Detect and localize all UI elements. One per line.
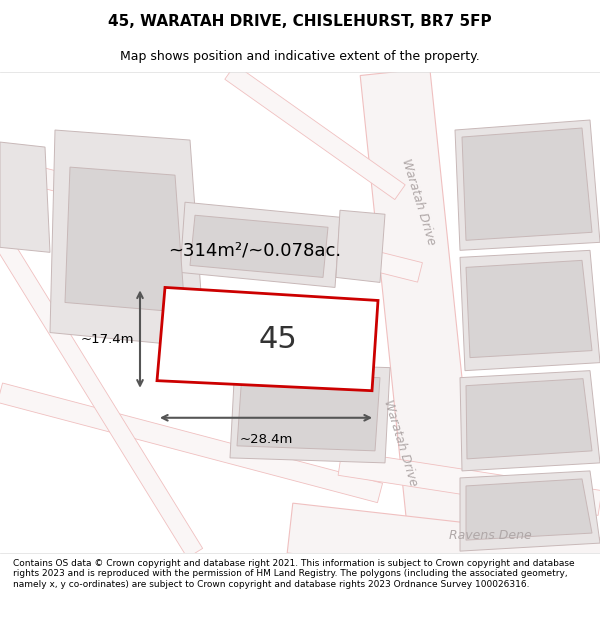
Text: Map shows position and indicative extent of the property.: Map shows position and indicative extent… <box>120 49 480 62</box>
Polygon shape <box>157 288 378 391</box>
Polygon shape <box>230 362 390 463</box>
Polygon shape <box>462 128 592 240</box>
Polygon shape <box>190 215 328 278</box>
Polygon shape <box>0 158 422 282</box>
Polygon shape <box>225 64 405 199</box>
Polygon shape <box>180 202 340 288</box>
Text: Waratah Drive: Waratah Drive <box>380 398 419 488</box>
Polygon shape <box>466 379 592 459</box>
Polygon shape <box>360 68 480 557</box>
Text: ~28.4m: ~28.4m <box>239 432 293 446</box>
Text: Ravens Dene: Ravens Dene <box>449 529 532 542</box>
Polygon shape <box>460 251 600 371</box>
Polygon shape <box>338 451 600 516</box>
Polygon shape <box>336 210 385 282</box>
Polygon shape <box>50 130 205 348</box>
Polygon shape <box>287 503 600 588</box>
Text: ~17.4m: ~17.4m <box>80 332 134 346</box>
Polygon shape <box>0 142 50 252</box>
Text: 45: 45 <box>259 326 298 354</box>
Text: 45, WARATAH DRIVE, CHISLEHURST, BR7 5FP: 45, WARATAH DRIVE, CHISLEHURST, BR7 5FP <box>108 14 492 29</box>
Polygon shape <box>65 167 185 312</box>
Polygon shape <box>466 261 592 358</box>
Text: ~314m²/~0.078ac.: ~314m²/~0.078ac. <box>169 241 341 259</box>
Polygon shape <box>237 372 380 451</box>
Polygon shape <box>460 471 600 551</box>
Text: Waratah Drive: Waratah Drive <box>398 158 437 247</box>
Polygon shape <box>0 232 203 558</box>
Polygon shape <box>455 120 600 251</box>
Polygon shape <box>460 371 600 471</box>
Polygon shape <box>466 479 592 540</box>
Text: Contains OS data © Crown copyright and database right 2021. This information is : Contains OS data © Crown copyright and d… <box>13 559 575 589</box>
Polygon shape <box>0 383 383 503</box>
